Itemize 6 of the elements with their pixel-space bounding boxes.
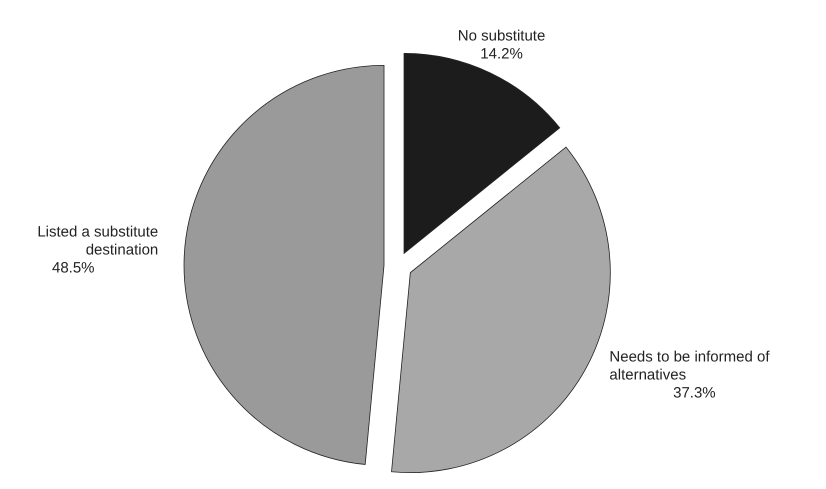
data-label: 37.3% bbox=[673, 384, 716, 402]
slice-label: No substitute bbox=[458, 27, 546, 44]
slice-label: Listed a substitute destination bbox=[37, 224, 158, 259]
slice-label: Needs to be informed of alternatives bbox=[609, 348, 770, 384]
data-label: 14.2% bbox=[480, 45, 523, 62]
data-label: 48.5% bbox=[52, 260, 95, 277]
